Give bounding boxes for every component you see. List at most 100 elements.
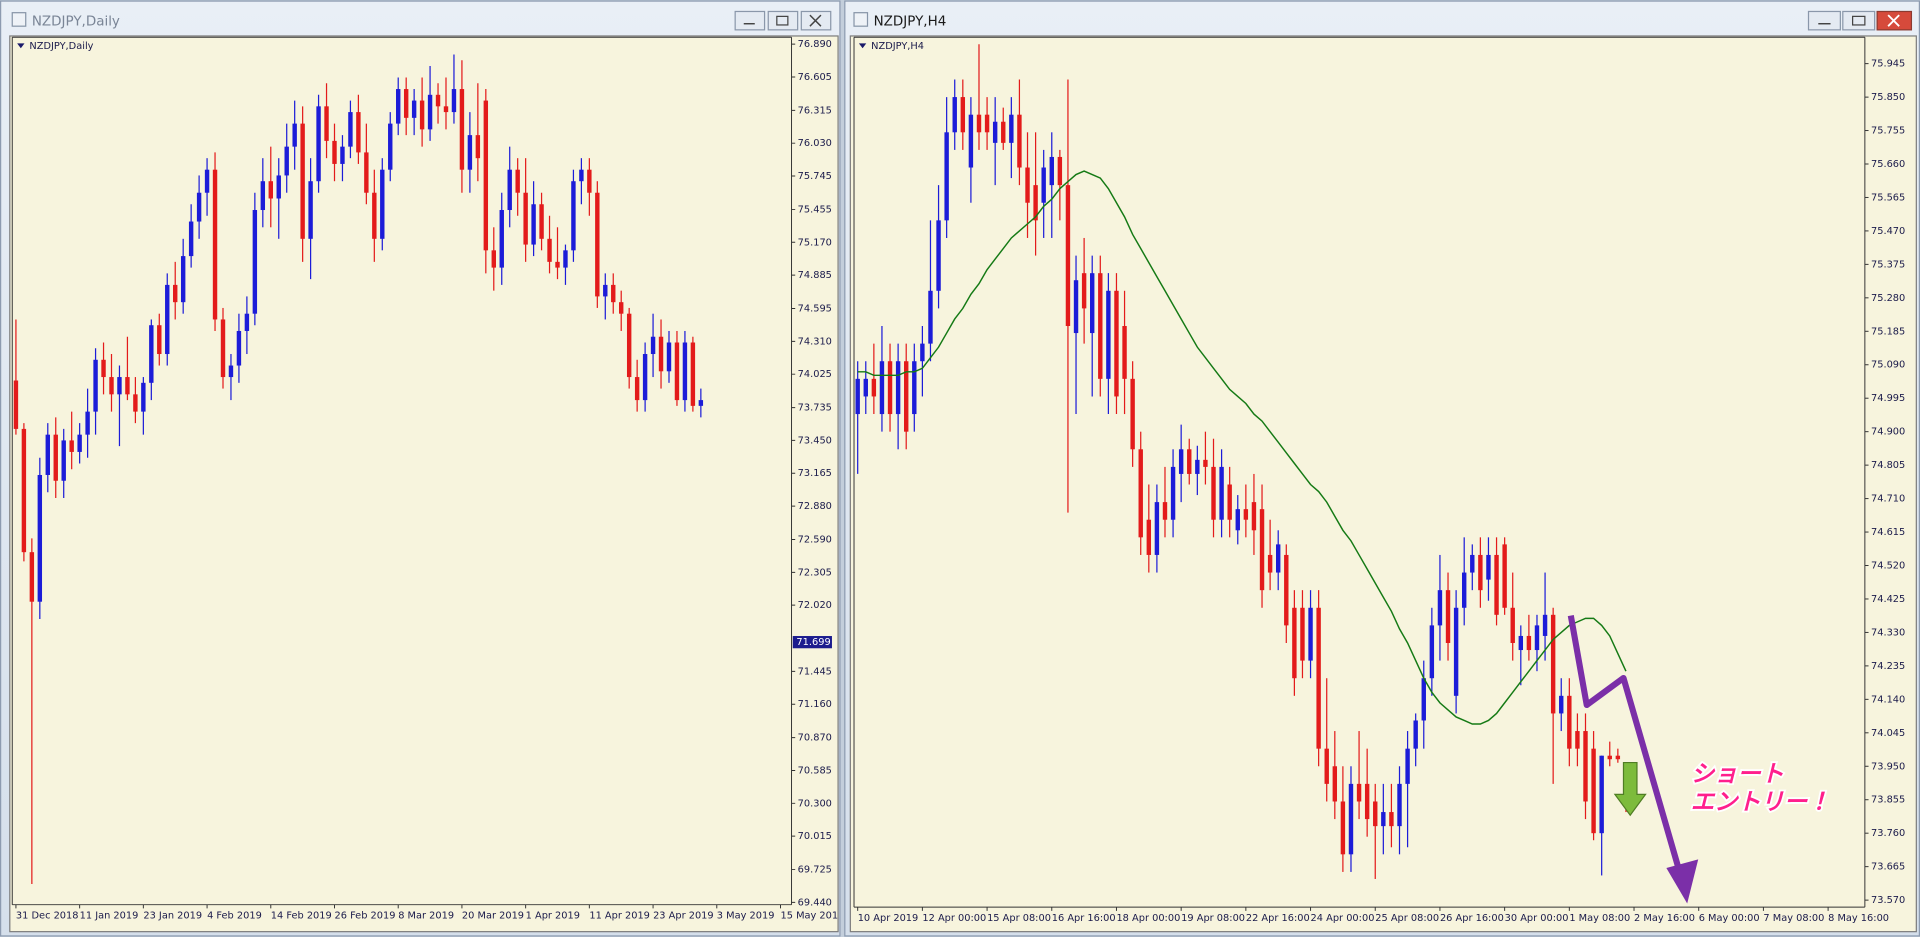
candle-body [595, 192, 600, 297]
candle-body [1397, 783, 1402, 827]
candle-body [1348, 783, 1354, 855]
candle-body [912, 361, 917, 415]
window-buttons[interactable] [734, 10, 832, 31]
candle-body [29, 552, 35, 602]
candle-body [196, 192, 202, 222]
x-tick-label: 26 Feb 2019 [334, 911, 395, 922]
candle-body [268, 181, 273, 199]
candle-body [626, 313, 632, 378]
y-tick-label: 74.710 [1871, 494, 1905, 505]
candle-body [1138, 449, 1143, 538]
candle-body [1025, 167, 1030, 203]
candle-body [427, 94, 433, 130]
chart-label: NZDJPY,H4 [871, 41, 924, 52]
candle-body [863, 378, 868, 397]
y-tick-label: 72.590 [798, 534, 832, 545]
x-tick-label: 1 Apr 2019 [526, 911, 580, 922]
candle-body [77, 434, 82, 452]
x-tick-label: 31 Dec 2018 [16, 911, 79, 922]
x-tick-label: 23 Apr 2019 [653, 911, 714, 922]
candle-body [1049, 156, 1054, 186]
candle-body [1470, 554, 1475, 573]
candle-body [698, 400, 704, 406]
window-icon [853, 12, 869, 27]
candle-body [976, 114, 982, 133]
minimize-button[interactable] [1807, 10, 1841, 31]
candle-body [1114, 290, 1119, 397]
y-tick-label: 69.725 [798, 865, 832, 876]
candle-body [236, 330, 242, 366]
x-tick-label: 12 Apr 00:00 [922, 913, 986, 924]
candle-body [149, 325, 154, 383]
y-tick-label: 73.950 [1871, 761, 1905, 772]
trend-arrow [1567, 614, 1699, 904]
y-tick-label: 70.870 [798, 733, 832, 744]
chart-h4: NZDJPY,H4 75.945 75.850 75.755 75.660 75.565 7… [853, 36, 1905, 924]
candle-body [53, 434, 58, 481]
window-buttons[interactable] [1807, 10, 1913, 31]
candle-body [1405, 748, 1410, 784]
candle-body [483, 100, 489, 251]
x-tick-label: 18 Apr 00:00 [1116, 913, 1180, 924]
y-tick-label: 75.660 [1871, 159, 1905, 170]
candle-body [443, 106, 449, 113]
x-tick-label: 3 May 2019 [717, 911, 775, 922]
candle-body [388, 123, 393, 170]
y-tick-label: 73.450 [798, 435, 832, 446]
candle-body [1009, 114, 1014, 143]
candle-body [1381, 812, 1386, 827]
y-tick-label: 75.745 [798, 171, 832, 182]
candle-body [1041, 167, 1046, 203]
candle-body [316, 106, 321, 182]
y-tick-label: 74.520 [1871, 561, 1905, 572]
y-tick-label: 74.615 [1871, 527, 1905, 538]
x-tick-label: 8 Mar 2019 [398, 911, 454, 922]
candle-body [619, 302, 624, 314]
candle-body [157, 325, 162, 355]
y-tick-label: 74.330 [1871, 627, 1905, 638]
candle-body [1332, 766, 1338, 802]
y-tick-label: 75.185 [1871, 326, 1905, 337]
minimize-button[interactable] [734, 10, 766, 31]
candle-body [1502, 544, 1507, 608]
candle-body [547, 238, 552, 262]
candle-body [879, 361, 885, 415]
candle-body [587, 169, 592, 193]
candle-body [1494, 554, 1499, 615]
maximize-button[interactable] [1842, 10, 1876, 31]
candle-body [435, 94, 441, 107]
y-tick-label: 71.160 [798, 699, 832, 710]
candle-body [284, 146, 289, 176]
x-tick-label: 23 Jan 2019 [143, 911, 202, 922]
candle-body [1130, 378, 1135, 450]
candle-body [1146, 519, 1152, 555]
candle-body [133, 394, 138, 412]
x-tick-label: 10 Apr 2019 [858, 913, 919, 924]
x-tick-label: 8 May 16:00 [1828, 913, 1889, 924]
y-tick-label: 75.565 [1871, 192, 1905, 203]
x-tick-label: 1 May 08:00 [1569, 913, 1630, 924]
x-tick-label: 4 Feb 2019 [207, 911, 262, 922]
candle-body [125, 377, 130, 395]
maximize-button[interactable] [767, 10, 799, 31]
candle-body [650, 336, 656, 355]
candle-body [1267, 554, 1273, 573]
candle-body [348, 112, 353, 147]
x-tick-label: 26 Apr 16:00 [1440, 913, 1504, 924]
candle-body [1421, 678, 1426, 721]
candle-body [1486, 554, 1491, 580]
y-tick-label: 74.995 [1871, 393, 1905, 404]
candle-body [634, 377, 640, 401]
y-tick-label: 76.890 [798, 39, 832, 50]
y-tick-label: 73.165 [798, 468, 832, 479]
candle-body [61, 440, 66, 481]
candle-body [292, 123, 297, 147]
candle-body [658, 336, 664, 372]
x-tick-label: 2 May 16:00 [1634, 913, 1695, 924]
current-price-box [792, 636, 832, 649]
candle-body [1251, 502, 1257, 531]
candle-body [1599, 755, 1604, 834]
x-tick-label: 15 Apr 08:00 [987, 913, 1051, 924]
candle-body [579, 169, 584, 182]
